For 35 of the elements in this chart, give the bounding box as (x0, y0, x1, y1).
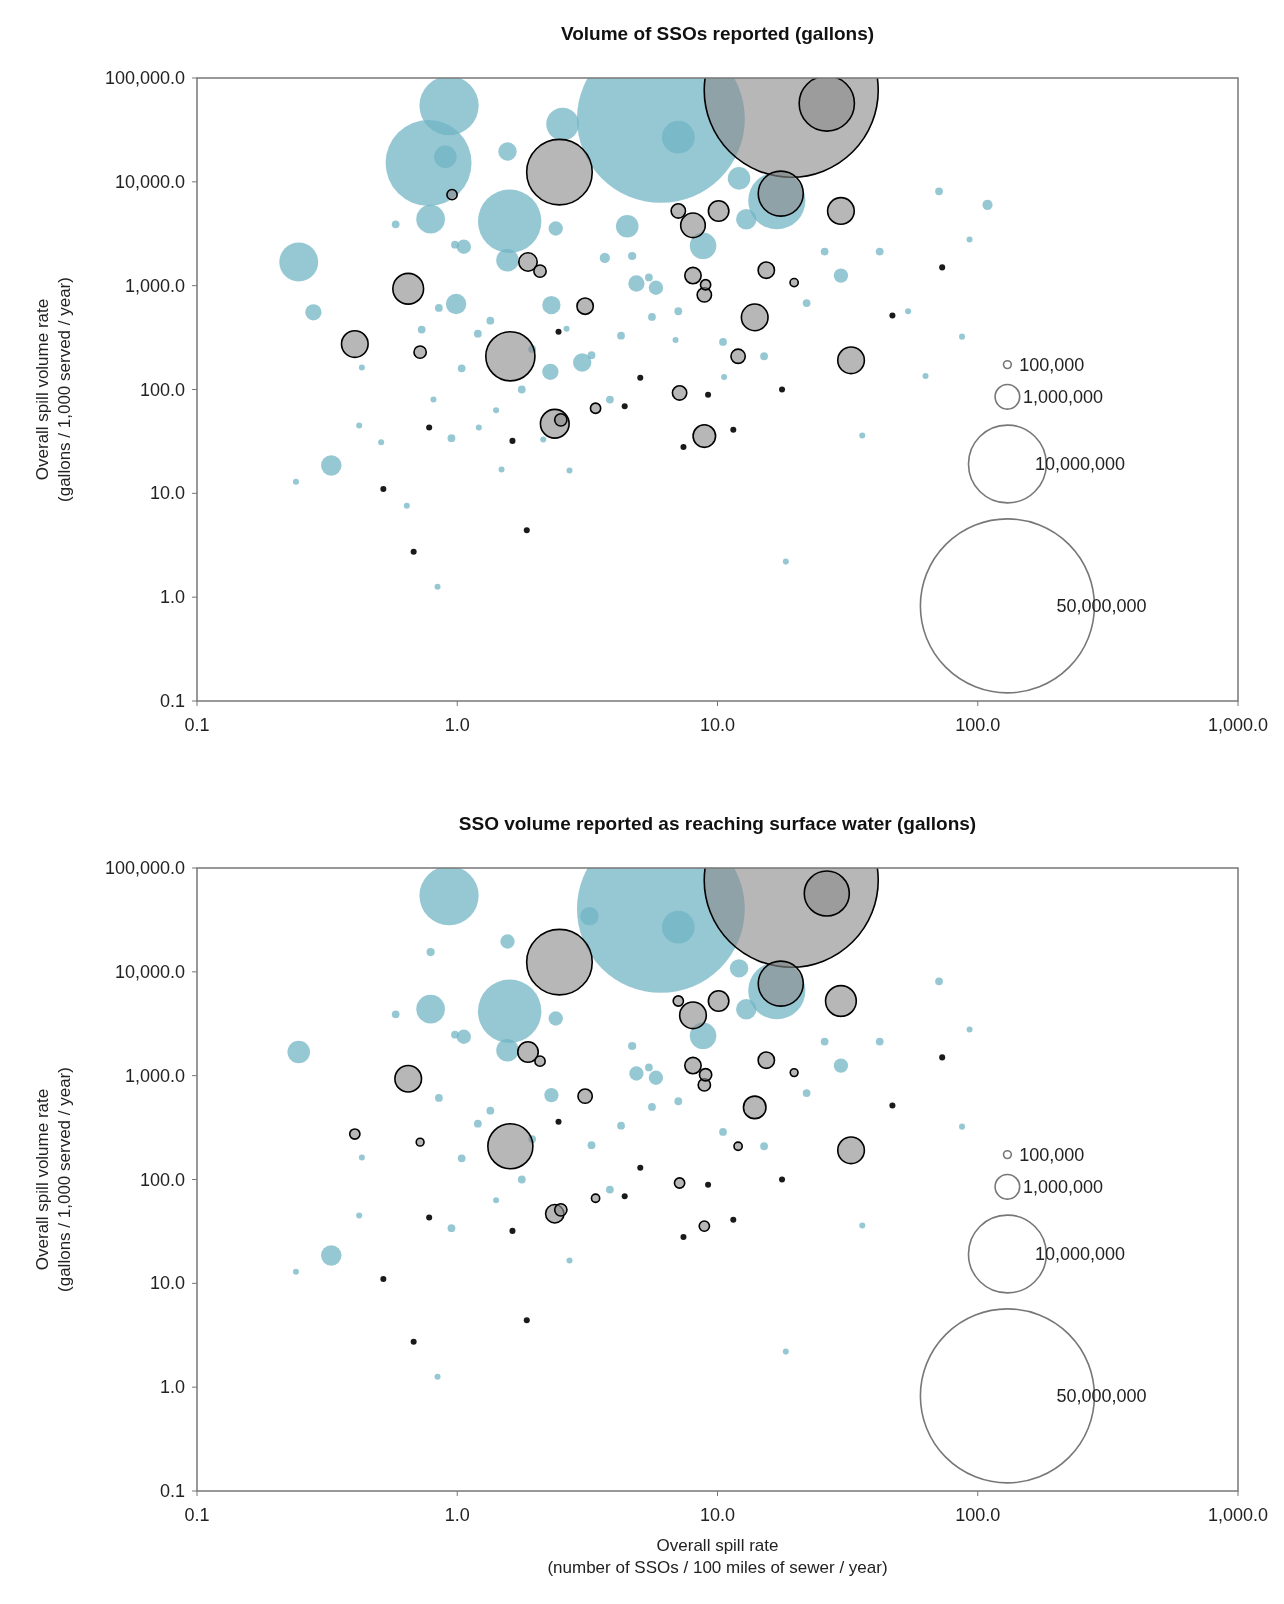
x-tick-label: 1.0 (444, 1505, 470, 1525)
x-tick-label: 0.1 (184, 1505, 210, 1525)
y-tick-label: 100.0 (139, 379, 185, 400)
y-axis-title: Overall spill volume rate (gallons / 1,000 served / year) (33, 1067, 74, 1292)
x-tick-label: 1,000.0 (1207, 1505, 1269, 1525)
y-tick-label: 100,000.0 (104, 858, 185, 878)
y-tick-label: 1,000.0 (124, 275, 185, 296)
y-tick-label: 10,000.0 (114, 171, 185, 192)
x-tick-label: 0.1 (184, 715, 210, 735)
y-tick-label: 10.0 (149, 483, 185, 504)
x-tick-label: 100.0 (955, 715, 1001, 735)
y-tick-label: 0.1 (159, 1481, 185, 1501)
x-tick-label: 10.0 (699, 715, 736, 735)
x-tick-label: 100.0 (955, 1505, 1001, 1525)
y-axis-title: Overall spill volume rate (gallons / 1,000 served / year) (33, 277, 74, 502)
x-tick-label: 10.0 (699, 1505, 736, 1525)
y-tick-label: 1,000.0 (124, 1065, 185, 1086)
legend-label: 1,000,000 (1022, 386, 1104, 407)
y-tick-label: 10.0 (149, 1273, 185, 1294)
legend-label: 10,000,000 (1034, 1243, 1126, 1264)
legend-label: 10,000,000 (1034, 453, 1126, 474)
x-tick-label: 1.0 (444, 715, 470, 735)
y-tick-label: 100,000.0 (104, 68, 185, 88)
chart-title: Volume of SSOs reported (gallons) (560, 23, 875, 44)
y-tick-label: 0.1 (159, 691, 185, 711)
legend-label: 1,000,000 (1022, 1176, 1104, 1197)
y-tick-label: 1.0 (159, 1377, 185, 1398)
y-tick-label: 100.0 (139, 1169, 185, 1190)
legend-label: 100,000 (1019, 354, 1085, 375)
y-tick-label: 10,000.0 (114, 961, 185, 982)
chart-title: SSO volume reported as reaching surface water (gallons) (458, 813, 977, 834)
legend-label: 100,000 (1019, 1144, 1085, 1165)
x-tick-label: 1,000.0 (1207, 715, 1269, 735)
y-tick-label: 1.0 (159, 587, 185, 608)
x-axis-title: Overall spill rate (number of SSOs / 100 miles of sewer / year) (547, 1536, 888, 1577)
